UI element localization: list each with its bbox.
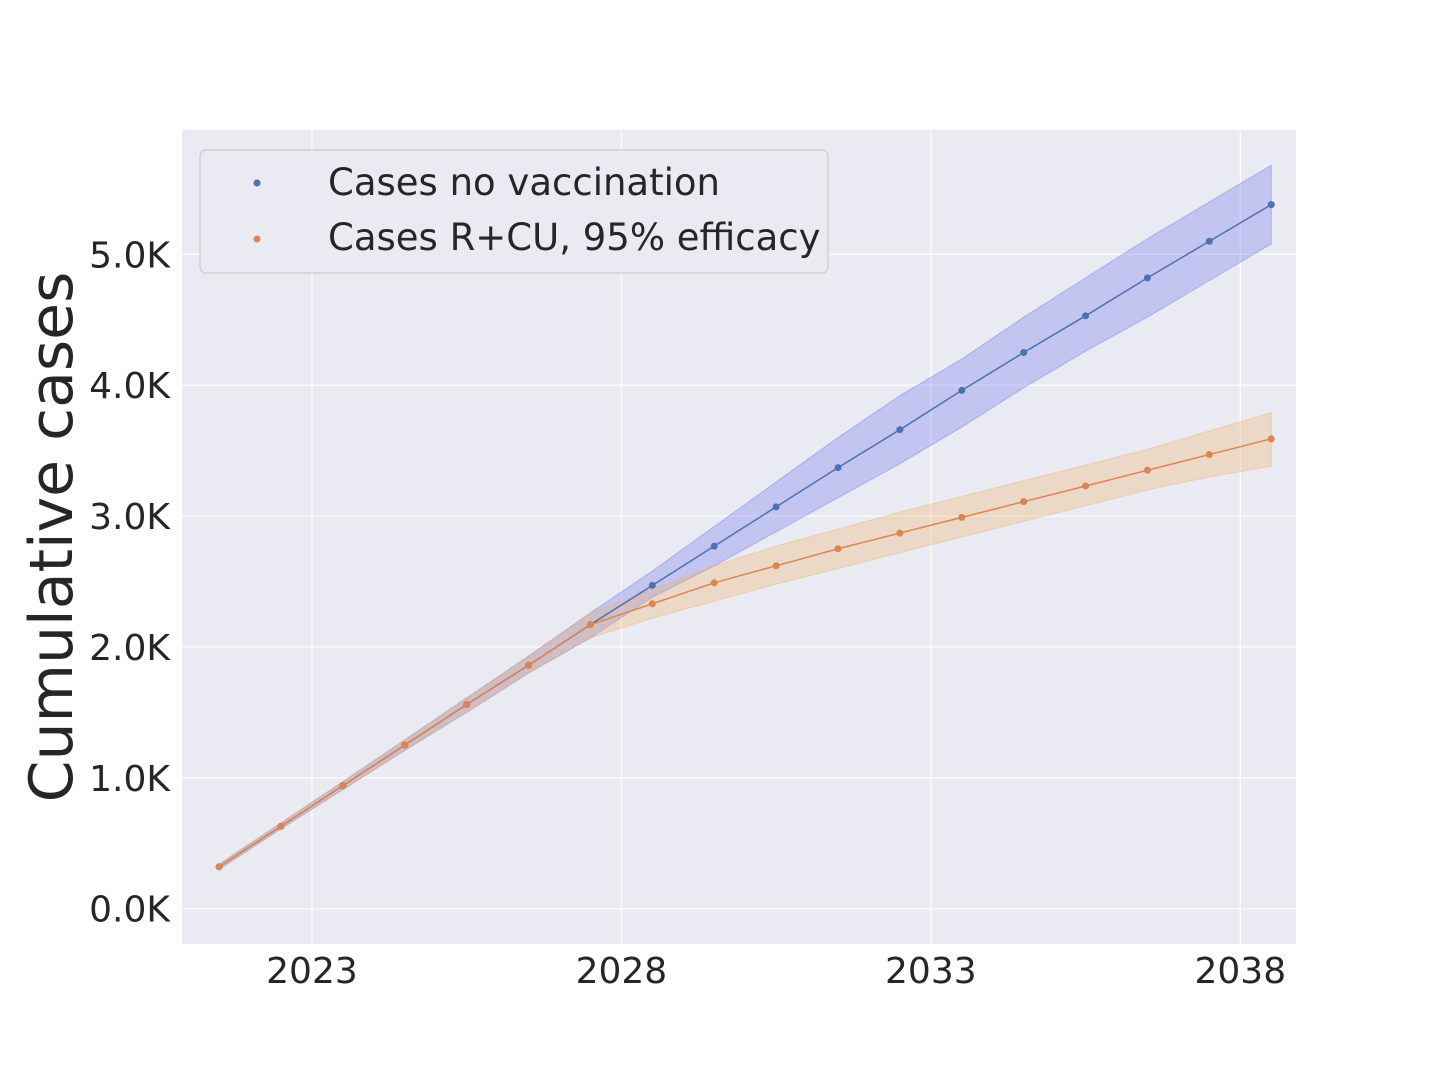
y-axis-title: Cumulative cases	[17, 272, 87, 803]
data-point	[648, 581, 656, 589]
data-point	[1267, 435, 1275, 443]
confidence-bands	[218, 164, 1272, 871]
data-point	[896, 529, 904, 537]
y-tick-label: 5.0K	[89, 235, 171, 276]
data-point	[339, 782, 347, 790]
x-tick-label: 2023	[266, 951, 358, 992]
legend-marker-rcu-95	[253, 235, 261, 243]
legend-label-no-vaccination: Cases no vaccination	[328, 161, 720, 204]
data-point	[1020, 348, 1028, 356]
data-point	[586, 621, 594, 629]
data-point	[1143, 466, 1151, 474]
data-point	[710, 542, 718, 550]
data-point	[1020, 498, 1028, 506]
series-line-1	[218, 438, 1272, 868]
data-point	[401, 741, 409, 749]
data-point	[834, 464, 842, 472]
data-point	[1267, 201, 1275, 209]
data-point	[710, 579, 718, 587]
legend: Cases no vaccination Cases R+CU, 95% eff…	[199, 149, 829, 274]
data-point	[463, 701, 471, 709]
legend-marker-no-vaccination	[253, 179, 261, 187]
data-point	[215, 863, 223, 871]
y-tick-label: 1.0K	[89, 759, 171, 800]
confidence-band-1	[218, 412, 1272, 871]
data-point	[648, 600, 656, 608]
data-point	[1082, 312, 1090, 320]
y-tick-label: 4.0K	[89, 366, 171, 407]
x-tick-label: 2038	[1194, 951, 1286, 992]
x-tick-label: 2033	[885, 951, 977, 992]
data-point	[958, 386, 966, 394]
confidence-band-0	[218, 164, 1272, 871]
y-tick-label: 3.0K	[89, 497, 171, 538]
data-point	[1205, 451, 1213, 459]
data-point	[1082, 482, 1090, 490]
y-tick-label: 0.0K	[89, 890, 171, 931]
series-points	[215, 201, 1275, 871]
series-lines	[218, 203, 1272, 868]
data-point	[834, 545, 842, 553]
data-point	[772, 562, 780, 570]
data-point	[277, 822, 285, 830]
data-point	[958, 513, 966, 521]
data-point	[772, 503, 780, 511]
data-point	[525, 661, 533, 669]
tick-labels: 0.0K 1.0K 2.0K 3.0K 4.0K 5.0K 2023 2028 2033 2038	[89, 235, 1286, 992]
y-tick-label: 2.0K	[89, 628, 171, 669]
x-tick-label: 2028	[576, 951, 668, 992]
data-point	[896, 426, 904, 434]
legend-box	[199, 149, 829, 274]
data-point	[1205, 237, 1213, 245]
data-point	[1143, 274, 1151, 282]
legend-label-rcu-95: Cases R+CU, 95% efficacy	[328, 216, 821, 259]
